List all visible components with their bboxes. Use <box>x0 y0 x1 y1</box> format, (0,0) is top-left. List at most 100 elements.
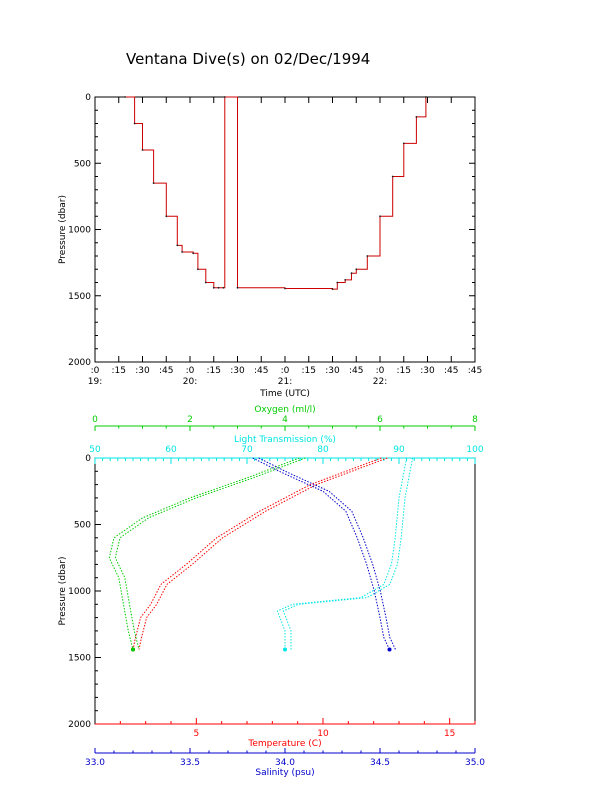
salinity-profile-line-return <box>258 457 396 650</box>
depth-trace-point <box>336 281 339 284</box>
panel1-ytick-label: 1000 <box>68 226 91 236</box>
panel1-xtick-label: :45 <box>254 366 268 376</box>
panel1-xtick-label: :15 <box>397 366 411 376</box>
oxygen-axis-tick-label: 0 <box>92 415 98 425</box>
panel2-ytick-label: 500 <box>74 521 91 531</box>
depth-trace-point <box>379 215 381 218</box>
depth-trace-point <box>133 122 136 125</box>
panel1-hour-label: 21: <box>278 377 292 387</box>
oxygen-profile-line-return <box>114 457 306 650</box>
salinity-axis-tick-label: 33.0 <box>85 758 105 768</box>
panel1-xtick-label: :0 <box>186 366 195 376</box>
panel1-frame <box>94 96 476 363</box>
temperature-axis-tick-label: 15 <box>444 729 455 739</box>
panel1-xtick-label: :0 <box>376 366 385 376</box>
oxygen-axis-tick-label: 4 <box>282 415 288 425</box>
panel1-xtick-label: :30 <box>420 366 435 376</box>
panel2-frame <box>94 457 476 725</box>
light-axis-tick-label: 90 <box>393 445 405 455</box>
panel1-xtick-label: :15 <box>302 366 316 376</box>
depth-trace-point <box>141 149 144 151</box>
depth-trace-point <box>402 142 405 145</box>
light-axis-tick-label: 100 <box>466 445 483 455</box>
panel1-xtick-label: :15 <box>207 366 221 376</box>
salinity-profile-endpoint <box>387 647 392 652</box>
temperature-axis-tick-label: 10 <box>317 729 329 739</box>
panel1-xtick-label: :45 <box>349 366 363 376</box>
depth-trace-point <box>223 96 226 98</box>
oxygen-axis-tick-label: 6 <box>377 415 383 425</box>
depth-trace-point <box>204 281 207 284</box>
panel1-ytick-label: 500 <box>74 159 91 169</box>
depth-trace-point <box>124 96 126 98</box>
oxygen-axis-tick-label: 8 <box>472 415 478 425</box>
oxygen-axis-tick-label: 2 <box>187 415 193 425</box>
panel2-ylabel: Pressure (dbar) <box>58 557 68 626</box>
depth-trace-point <box>284 287 286 290</box>
oxygen-axis-label: Oxygen (ml/l) <box>254 405 315 415</box>
panel2-ytick-label: 1500 <box>68 654 91 664</box>
panel1-xtick-label: :45 <box>468 366 482 376</box>
depth-trace-point <box>331 288 334 290</box>
depth-trace-point <box>176 244 179 247</box>
depth-trace-point <box>181 251 184 253</box>
panel1-ylabel: Pressure (dbar) <box>58 195 68 264</box>
depth-trace-point <box>391 175 394 178</box>
depth-trace-point <box>366 255 369 257</box>
depth-trace-point <box>355 268 358 271</box>
salinity-profile-line <box>252 457 390 650</box>
light-transmission-profile-line <box>276 457 408 650</box>
panel2-ytick-label: 2000 <box>68 720 91 730</box>
panel2-ytick-label: 0 <box>85 454 91 464</box>
light-axis-tick-label: 80 <box>317 445 329 455</box>
depth-trace-point <box>212 286 215 289</box>
panel1-xtick-label: :30 <box>230 366 245 376</box>
temperature-axis-tick-label: 5 <box>193 729 199 739</box>
depth-trace-point <box>197 268 199 271</box>
temperature-axis-label: Temperature (C) <box>247 739 321 749</box>
panel1-xtick-label: :0 <box>91 366 100 376</box>
panel1-xtick-label: :45 <box>444 366 458 376</box>
panel1-xtick-label: :45 <box>159 366 173 376</box>
depth-trace-point <box>152 182 155 185</box>
oxygen-profile-endpoint <box>131 647 135 652</box>
depth-trace-point <box>425 96 427 98</box>
salinity-axis-tick-label: 34.0 <box>275 758 295 768</box>
temperature-profile-line-return <box>138 457 388 650</box>
depth-trace-line <box>125 96 427 290</box>
depth-trace-point <box>192 252 195 255</box>
light-axis-tick-label: 60 <box>165 445 177 455</box>
depth-trace-point <box>236 286 239 289</box>
oxygen-profile-line <box>108 457 300 650</box>
panel1-ytick-label: 0 <box>85 93 91 103</box>
salinity-axis-tick-label: 33.5 <box>180 758 200 768</box>
panel1-xtick-label: :15 <box>112 366 126 376</box>
depth-trace-point <box>350 272 353 275</box>
light-axis-tick-label: 50 <box>89 445 101 455</box>
panel1-hour-label: 22: <box>373 377 387 387</box>
light-axis-label: Light Transmission (%) <box>234 435 336 445</box>
depth-trace-point <box>165 215 168 218</box>
panel1-xtick-label: :0 <box>281 366 290 376</box>
temperature-profile-line <box>132 457 382 650</box>
light-transmission-profile-line-return <box>282 457 414 650</box>
depth-trace-point <box>222 286 225 289</box>
panel1-hour-label: 19: <box>88 377 102 387</box>
panel1-xlabel: Time (UTC) <box>259 389 310 399</box>
light-transmission-profile-endpoint <box>283 647 287 652</box>
panel1-xtick-label: :30 <box>325 366 340 376</box>
salinity-axis-label: Salinity (psu) <box>255 768 314 778</box>
depth-trace-point <box>344 279 347 281</box>
depth-trace-point <box>217 286 220 289</box>
panel1-hour-label: 20: <box>183 377 197 387</box>
light-axis-tick-label: 70 <box>241 445 253 455</box>
salinity-axis-tick-label: 35.0 <box>465 758 485 768</box>
panel1-xtick-label: :30 <box>135 366 150 376</box>
panel1-ytick-label: 1500 <box>68 292 91 302</box>
panel1-ytick-label: 2000 <box>68 358 91 368</box>
panel2-ytick-label: 1000 <box>68 587 91 597</box>
salinity-axis-tick-label: 34.5 <box>370 758 390 768</box>
depth-trace-point <box>415 116 418 118</box>
page-title: Ventana Dive(s) on 02/Dec/1994 <box>126 50 371 68</box>
